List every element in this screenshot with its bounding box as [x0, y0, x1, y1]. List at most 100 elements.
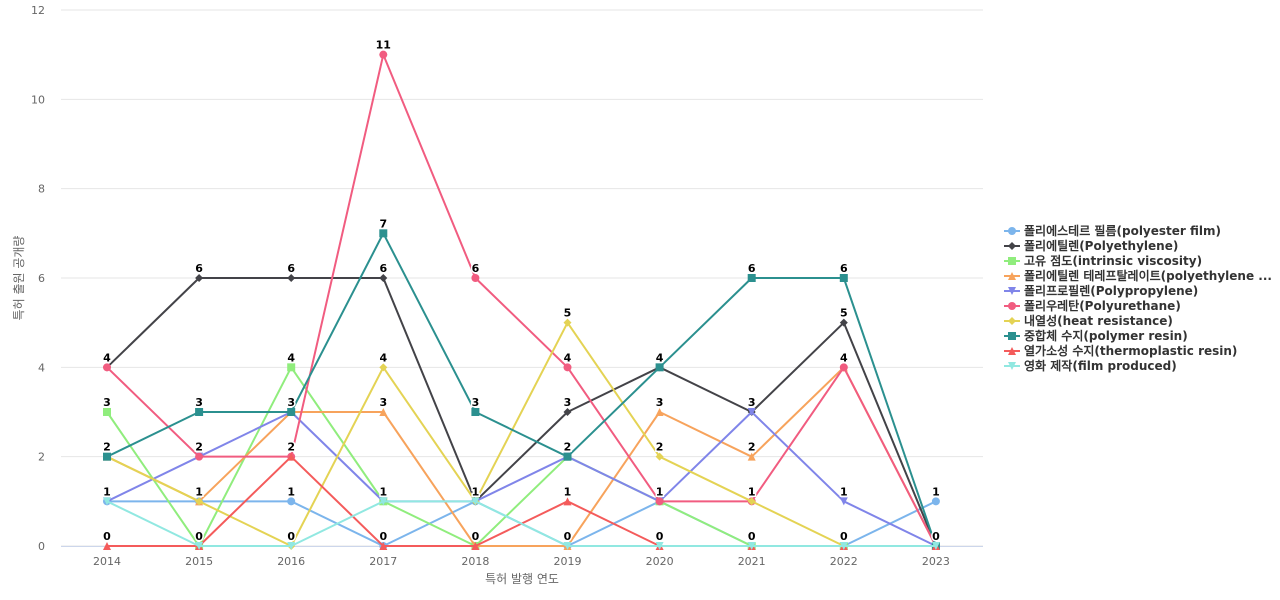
data-label: 2 [103, 441, 111, 454]
legend-item[interactable]: 폴리우레탄(Polyurethane) [1004, 298, 1181, 313]
data-label: 4 [564, 351, 572, 364]
data-point[interactable] [747, 542, 756, 550]
data-point[interactable] [287, 497, 296, 506]
data-label: 6 [748, 262, 756, 275]
data-label: 3 [748, 396, 756, 409]
axes: 특허 발행 연도 특허 출원 공개량 [12, 236, 559, 586]
data-point[interactable] [471, 408, 480, 416]
data-point[interactable] [379, 50, 388, 59]
data-point[interactable] [379, 363, 388, 372]
series-layer [103, 50, 940, 550]
data-point[interactable] [563, 542, 572, 550]
data-point[interactable] [563, 452, 572, 461]
legend-item[interactable]: 영화 제작(film produced) [1004, 358, 1177, 373]
data-labels: 4321063210643210117643106310543210432106… [102, 37, 942, 544]
data-point[interactable] [195, 274, 204, 282]
data-point[interactable] [655, 497, 664, 506]
data-point[interactable] [931, 497, 940, 506]
legend: 폴리에스테르 필름(polyester film)폴리에틸렌(Polyethyl… [1004, 223, 1272, 373]
legend-label: 폴리에스테르 필름(polyester film) [1024, 223, 1221, 238]
data-label: 4 [287, 351, 295, 364]
legend-item[interactable]: 폴리에스테르 필름(polyester film) [1004, 223, 1221, 238]
data-point[interactable] [747, 274, 756, 282]
data-point[interactable] [195, 408, 204, 416]
legend-item[interactable]: 고유 점도(intrinsic viscosity) [1004, 253, 1202, 268]
data-label: 2 [564, 441, 572, 454]
data-label: 1 [472, 485, 480, 498]
data-point[interactable] [287, 452, 296, 461]
data-point[interactable] [747, 497, 756, 506]
y-axis-title: 특허 출원 공개량 [12, 236, 26, 321]
data-point[interactable] [563, 497, 572, 506]
data-point[interactable] [655, 542, 664, 550]
series-line[interactable] [106, 321, 936, 547]
legend-marker [1008, 272, 1016, 280]
data-point[interactable] [379, 229, 388, 238]
x-tick-label: 2019 [554, 555, 582, 568]
legend-label: 폴리에틸렌(Polyethylene) [1024, 238, 1178, 253]
legend-item[interactable]: 폴리에틸렌 테레프탈레이트(polyethylene ... [1004, 268, 1272, 283]
data-point[interactable] [931, 542, 940, 550]
data-point[interactable] [839, 318, 848, 327]
data-point[interactable] [471, 274, 480, 282]
data-label: 1 [748, 485, 756, 498]
data-point[interactable] [103, 452, 111, 461]
data-point[interactable] [655, 363, 664, 372]
x-tick-label: 2014 [93, 555, 121, 568]
y-tick-label: 10 [31, 93, 45, 106]
legend-marker [1008, 302, 1016, 310]
data-label: 0 [103, 530, 111, 543]
legend-marker [1008, 287, 1016, 295]
data-point[interactable] [839, 363, 848, 372]
data-point[interactable] [103, 408, 111, 416]
legend-item[interactable]: 중합체 수지(polymer resin) [1004, 328, 1188, 343]
data-point[interactable] [655, 408, 664, 416]
legend-label: 영화 제작(film produced) [1024, 358, 1177, 373]
data-point[interactable] [103, 542, 111, 550]
data-point[interactable] [195, 452, 204, 461]
data-label: 6 [379, 262, 387, 275]
data-point[interactable] [103, 497, 111, 506]
data-point[interactable] [563, 318, 572, 327]
data-point[interactable] [471, 542, 480, 550]
data-point[interactable] [839, 274, 848, 282]
data-label: 1 [656, 485, 664, 498]
data-point[interactable] [287, 274, 296, 282]
data-point[interactable] [839, 542, 848, 550]
data-point[interactable] [379, 542, 388, 550]
data-label: 0 [195, 530, 203, 543]
data-point[interactable] [103, 363, 111, 372]
data-point[interactable] [195, 542, 204, 550]
data-point[interactable] [471, 497, 480, 506]
data-point[interactable] [655, 452, 664, 461]
data-point[interactable] [563, 363, 572, 372]
series-9 [103, 497, 940, 550]
legend-item[interactable]: 열가소성 수지(thermoplastic resin) [1004, 343, 1237, 358]
y-tick-label: 12 [31, 4, 45, 17]
data-label: 0 [564, 530, 572, 543]
data-point[interactable] [287, 542, 296, 550]
data-point[interactable] [379, 497, 388, 506]
data-label: 1 [195, 485, 203, 498]
data-point[interactable] [839, 497, 848, 506]
data-point[interactable] [287, 363, 296, 372]
data-point[interactable] [379, 408, 388, 416]
data-label: 4 [103, 351, 111, 364]
data-point[interactable] [563, 408, 572, 416]
data-point[interactable] [287, 408, 296, 416]
data-label: 1 [840, 485, 848, 498]
series-line[interactable] [106, 500, 936, 547]
data-point[interactable] [195, 497, 204, 506]
legend-label: 폴리우레탄(Polyurethane) [1024, 298, 1181, 313]
data-point[interactable] [747, 452, 756, 461]
series-line[interactable] [106, 277, 937, 547]
series-line[interactable] [106, 53, 937, 547]
legend-item[interactable]: 내열성(heat resistance) [1004, 313, 1173, 328]
legend-item[interactable]: 폴리프로필렌(Polypropylene) [1004, 283, 1198, 298]
legend-item[interactable]: 폴리에틸렌(Polyethylene) [1004, 238, 1178, 253]
series-line[interactable] [106, 411, 937, 547]
data-point[interactable] [379, 274, 388, 282]
series-line[interactable] [106, 232, 937, 547]
data-label: 6 [195, 262, 203, 275]
data-point[interactable] [747, 408, 756, 416]
